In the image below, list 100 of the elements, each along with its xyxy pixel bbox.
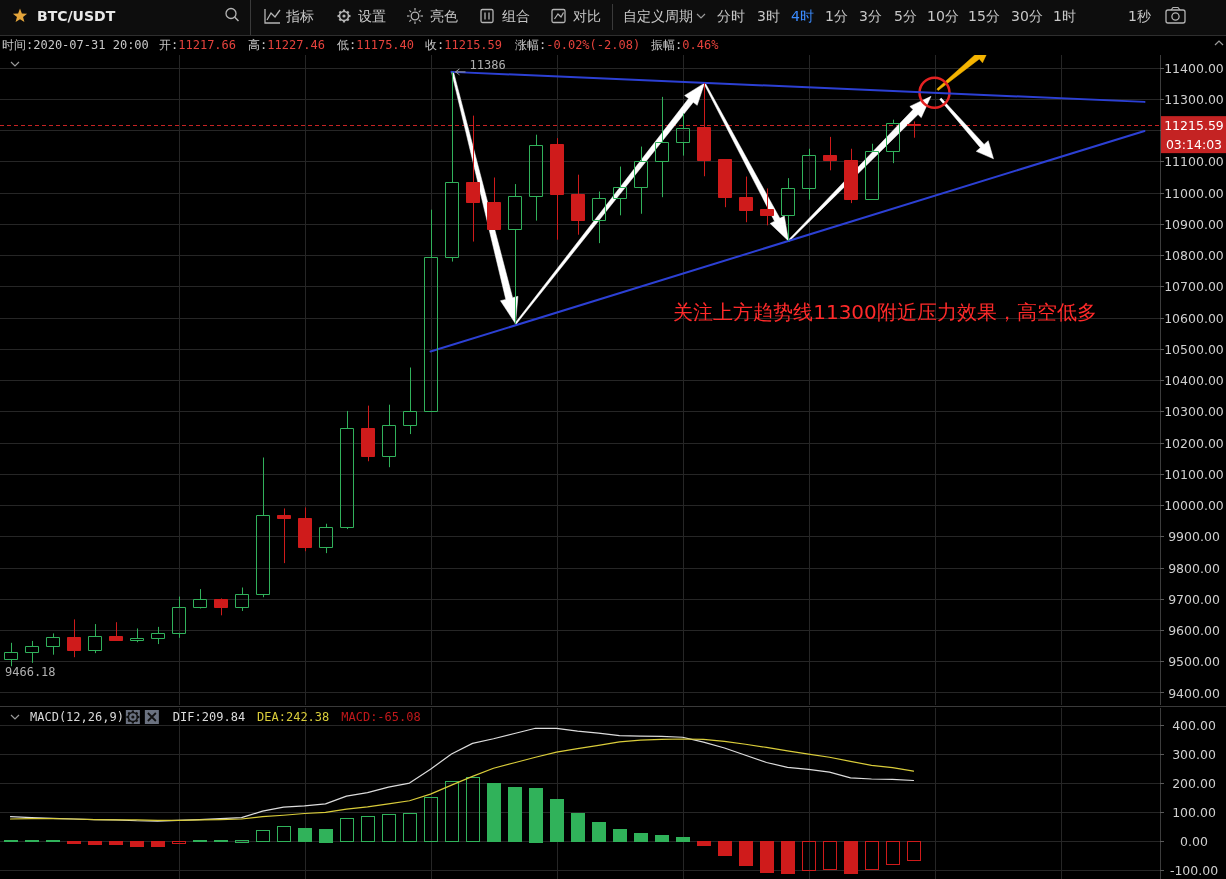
- bar: [886, 841, 900, 865]
- bar: [445, 781, 459, 842]
- y-tick-label: 10100.00: [1164, 466, 1224, 482]
- candlestick: [88, 623, 102, 654]
- y-tick-label: 9600.00: [1168, 622, 1220, 638]
- y-tick-label: 10000.00: [1164, 497, 1224, 513]
- y-tick-label: 9800.00: [1168, 560, 1220, 575]
- text: 4时: [791, 8, 814, 24]
- y-tick-label: 10600.00: [1164, 310, 1224, 325]
- text: 亮色: [430, 8, 458, 24]
- y-tick-label: 10700.00: [1164, 278, 1224, 294]
- bar: [382, 814, 396, 842]
- bar: [67, 841, 81, 844]
- candlestick: [109, 621, 123, 642]
- y-tick-label: 300.00: [1172, 746, 1216, 762]
- candlestick: [424, 209, 438, 412]
- candlestick: [634, 146, 648, 215]
- bar: [613, 829, 627, 842]
- y-tick-label: 9900.00: [1168, 528, 1220, 544]
- bar: [571, 813, 585, 842]
- bar: [676, 837, 690, 842]
- y-tick-label: 11400.00: [1164, 60, 1224, 75]
- annotation: 11386: [469, 57, 506, 72]
- text: 15分: [968, 8, 1000, 24]
- candlestick: [550, 137, 564, 241]
- bar: [151, 841, 165, 847]
- candlestick: [256, 457, 270, 598]
- y-tick-label: 11300.00: [1164, 91, 1224, 107]
- text: 1分: [825, 8, 848, 24]
- text: 1时: [1053, 8, 1076, 24]
- candlestick: [508, 183, 522, 325]
- bar: [88, 841, 102, 845]
- candlestick: [319, 523, 333, 554]
- text: 振幅:0.46%: [651, 38, 720, 52]
- y-tick-label: 11000.00: [1164, 185, 1224, 200]
- candlestick: [613, 166, 627, 216]
- y-tick-label: 10900.00: [1164, 216, 1224, 232]
- bar: [802, 841, 816, 871]
- text: 3时: [757, 8, 780, 24]
- y-tick-label: 9500.00: [1168, 653, 1220, 669]
- candlestick: [4, 642, 18, 667]
- bar: [403, 813, 417, 842]
- bar: [634, 833, 648, 842]
- bar: [592, 822, 606, 842]
- candlestick: [403, 367, 417, 435]
- bar: [298, 828, 312, 842]
- bar: [361, 816, 375, 842]
- candlestick: [172, 596, 186, 639]
- text: 指标: [285, 8, 314, 24]
- chart-title: MACD(12,26,9): [30, 710, 124, 724]
- y-tick-label: 9400.00: [1168, 685, 1220, 700]
- bar: [655, 835, 669, 842]
- text: 30分: [1011, 8, 1043, 24]
- y-tick-label: 10300.00: [1164, 403, 1224, 419]
- candlestick: [844, 148, 858, 204]
- candlestick: [340, 410, 354, 530]
- candlestick: [25, 640, 39, 664]
- text: 收:11215.59: [425, 38, 503, 52]
- y-tick-label: 200.00: [1172, 775, 1216, 791]
- y-tick-label: 10400.00: [1164, 372, 1224, 388]
- candlestick: [571, 174, 585, 236]
- candlestick: [529, 134, 543, 222]
- bar: [130, 841, 144, 847]
- bar: [319, 829, 333, 843]
- bar: [697, 841, 711, 846]
- candlestick: [886, 119, 900, 164]
- bar: [739, 841, 753, 866]
- candlestick: [235, 587, 249, 612]
- text: 开:11217.66: [159, 38, 237, 52]
- candlestick: [298, 507, 312, 552]
- candlestick: [655, 96, 669, 198]
- candlestick: [67, 618, 81, 658]
- bar: [256, 830, 270, 842]
- candlestick: [361, 405, 375, 462]
- y-tick-label: 100.00: [1172, 804, 1216, 820]
- text: 分时: [717, 8, 745, 24]
- bar: [172, 841, 186, 844]
- candlestick: [760, 187, 774, 226]
- text: 10分: [927, 8, 959, 24]
- y-tick-label: 0.00: [1180, 833, 1208, 849]
- bar: [718, 841, 732, 856]
- bar: [235, 840, 249, 843]
- candlestick: [214, 597, 228, 616]
- candlestick: [865, 143, 879, 200]
- bar: [781, 841, 795, 874]
- bar: [424, 797, 438, 842]
- candlestick: [277, 507, 291, 564]
- y-tick-label: 10200.00: [1164, 435, 1224, 450]
- text: 高:11227.46: [248, 38, 326, 52]
- bar: [907, 841, 921, 861]
- candlestick: [802, 148, 816, 201]
- bar: [466, 777, 480, 842]
- candlestick: [592, 191, 606, 244]
- candlestick: [739, 176, 753, 223]
- candlestick: [781, 177, 795, 242]
- annotation: 9466.18: [5, 665, 56, 679]
- text: 1秒: [1128, 8, 1151, 24]
- text: BTC/USDT: [37, 8, 116, 24]
- candlestick: [46, 632, 60, 656]
- ref-line-label: 11215.59: [1164, 117, 1224, 133]
